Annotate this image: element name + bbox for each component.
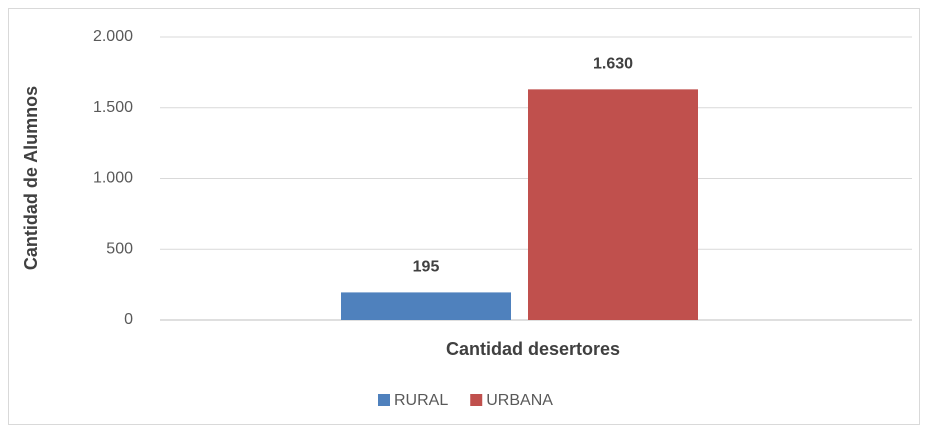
y-axis-title: Cantidad de Alumnos <box>21 86 41 270</box>
x-tick-label: Cantidad desertores <box>446 339 620 359</box>
legend-label: RURAL <box>394 392 448 409</box>
data-label: 195 <box>413 259 440 276</box>
y-tick-label: 0 <box>124 311 133 328</box>
legend-label: URBANA <box>486 392 553 409</box>
y-tick-label: 500 <box>106 240 133 257</box>
data-label: 1.630 <box>593 56 633 73</box>
bar <box>528 89 698 320</box>
y-tick-label: 1.500 <box>93 99 133 116</box>
chart-border <box>8 8 920 425</box>
legend-swatch <box>470 394 483 406</box>
y-tick-label: 2.000 <box>93 28 133 45</box>
bar <box>341 292 511 320</box>
legend-swatch <box>378 394 390 406</box>
y-tick-label: 1.000 <box>93 170 133 187</box>
